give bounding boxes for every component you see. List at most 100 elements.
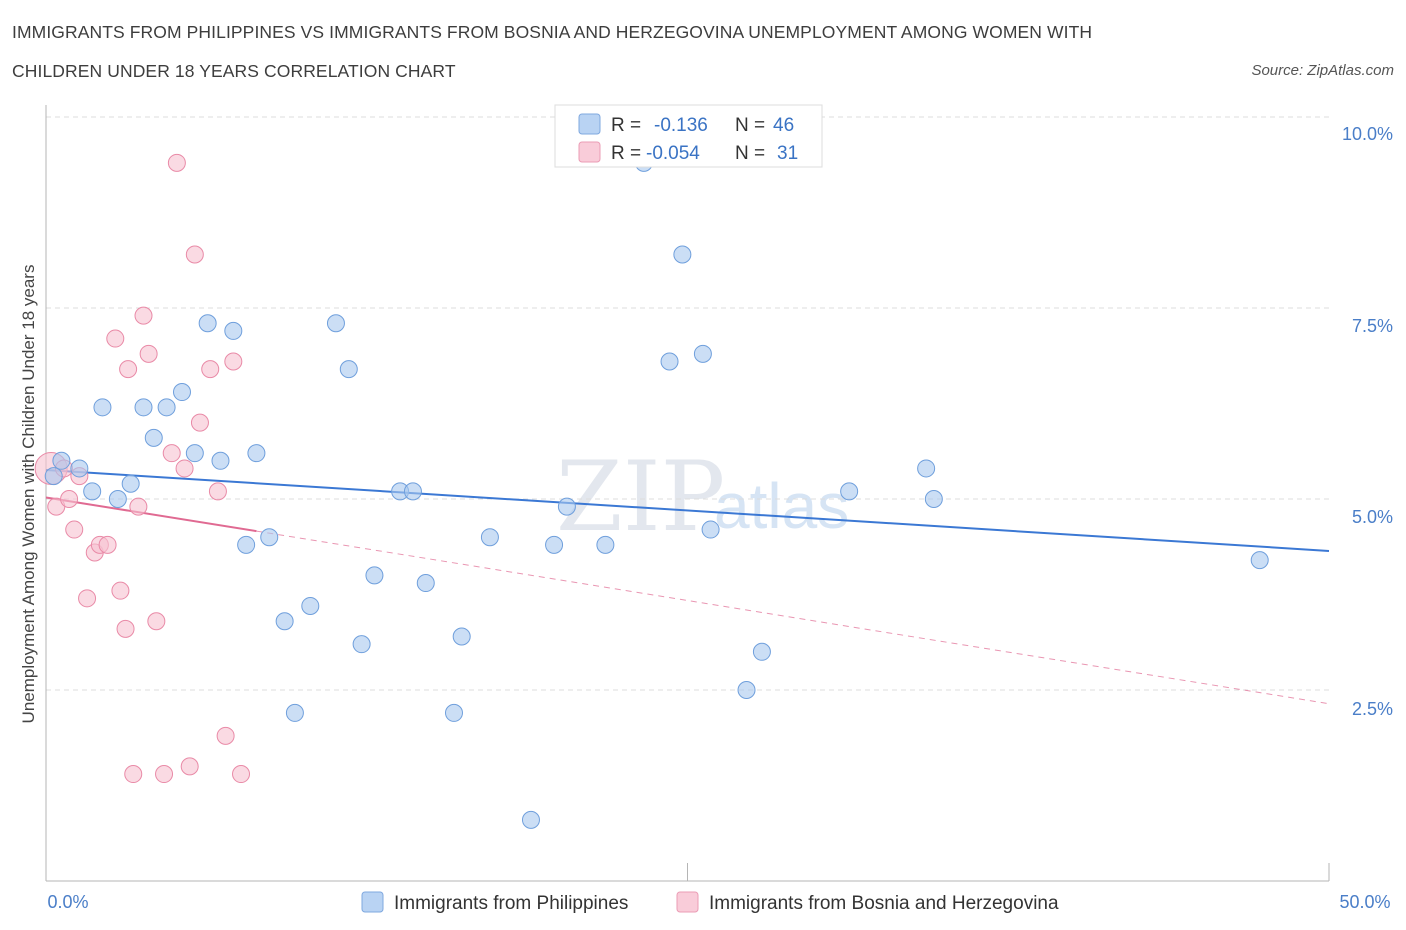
point-philippines	[840, 482, 859, 501]
point-philippines	[403, 482, 422, 501]
point-bosnia	[216, 726, 235, 745]
point-philippines	[185, 444, 204, 463]
point-bosnia	[167, 153, 186, 172]
point-philippines	[172, 383, 191, 402]
point-philippines	[737, 681, 756, 699]
y-tick-label-10-0: 10.0%	[1342, 124, 1393, 144]
point-philippines	[121, 474, 140, 493]
point-philippines	[557, 497, 576, 516]
point-philippines	[693, 344, 712, 363]
stats-legend-n-bosnia: 31	[777, 143, 798, 164]
point-philippines	[673, 245, 692, 264]
point-bosnia	[65, 520, 84, 539]
chart-title-line2: CHILDREN UNDER 18 YEARS CORRELATION CHAR…	[12, 61, 456, 81]
point-bosnia	[60, 490, 79, 508]
point-philippines	[237, 535, 256, 554]
x-tick-label-min: 0.0%	[47, 892, 88, 912]
point-bosnia	[232, 765, 251, 784]
y-axis-title: Unemployment Among Women with Children U…	[19, 265, 38, 724]
point-philippines	[301, 596, 320, 615]
point-philippines	[452, 627, 471, 646]
watermark-zip: ZIP	[556, 441, 725, 553]
point-bosnia	[116, 619, 135, 638]
point-philippines	[134, 398, 153, 417]
point-bosnia	[106, 329, 125, 348]
point-philippines	[660, 352, 679, 371]
y-tick-label-2-5: 2.5%	[1352, 699, 1393, 719]
gridlines	[46, 116, 1329, 691]
point-philippines	[545, 535, 564, 554]
point-bosnia	[208, 482, 227, 501]
legend-swatch-philippines	[361, 891, 384, 913]
point-philippines	[224, 321, 243, 340]
stats-legend-n-philippines: 46	[773, 115, 794, 136]
trend-line-philippines	[45, 468, 1330, 552]
point-philippines	[352, 635, 371, 654]
stats-legend-n-label: N =	[735, 115, 765, 136]
point-bosnia	[119, 360, 138, 379]
point-bosnia	[147, 612, 166, 631]
point-philippines	[416, 574, 435, 593]
point-philippines	[70, 459, 89, 478]
point-philippines	[444, 703, 463, 722]
stats-legend-r-bosnia: -0.054	[646, 143, 700, 164]
point-philippines	[924, 490, 943, 508]
stats-legend-r-philippines: -0.136	[654, 115, 708, 136]
point-philippines	[247, 444, 266, 463]
legend-label-philippines: Immigrants from Philippines	[394, 893, 628, 914]
point-philippines	[108, 490, 127, 508]
point-philippines	[521, 810, 540, 829]
series-philippines-points	[44, 153, 1269, 829]
point-philippines	[339, 360, 358, 379]
y-tick-label-5-0: 5.0%	[1352, 507, 1393, 527]
point-philippines	[480, 528, 499, 547]
point-philippines	[1250, 551, 1269, 570]
legend-swatch-bosnia	[676, 891, 699, 913]
point-bosnia	[162, 444, 181, 463]
point-philippines	[211, 451, 230, 470]
point-philippines	[83, 482, 102, 501]
point-philippines	[93, 398, 112, 417]
point-bosnia	[111, 581, 130, 600]
stats-legend: R = -0.136 N = 46 R = -0.054 N = 31	[554, 104, 823, 168]
point-bosnia	[185, 245, 204, 264]
point-philippines	[144, 428, 163, 447]
stats-legend-n-label: N =	[735, 143, 765, 164]
point-philippines	[52, 451, 71, 470]
point-philippines	[752, 642, 771, 661]
point-philippines	[917, 459, 936, 478]
point-bosnia	[124, 765, 143, 784]
point-bosnia	[139, 344, 158, 363]
stats-legend-swatch-philippines	[578, 113, 601, 135]
point-bosnia	[134, 306, 153, 325]
point-bosnia	[129, 497, 148, 516]
point-philippines	[275, 612, 294, 631]
point-bosnia	[175, 459, 194, 478]
point-bosnia	[155, 765, 174, 784]
point-philippines	[326, 314, 345, 333]
point-philippines	[260, 528, 279, 547]
point-bosnia	[78, 589, 97, 608]
stats-legend-r-label: R =	[611, 115, 641, 136]
point-bosnia	[190, 413, 209, 432]
axes	[45, 105, 1330, 882]
series-legend: Immigrants from Philippines Immigrants f…	[361, 891, 1059, 914]
point-philippines	[198, 314, 217, 333]
point-philippines	[44, 467, 63, 486]
point-philippines	[285, 703, 304, 722]
legend-label-bosnia: Immigrants from Bosnia and Herzegovina	[709, 893, 1059, 914]
x-tick-label-max: 50.0%	[1339, 892, 1390, 912]
chart-title-line1: IMMIGRANTS FROM PHILIPPINES VS IMMIGRANT…	[12, 22, 1093, 42]
trend-lines	[45, 468, 1330, 705]
trend-line-bosnia-extension	[256, 530, 1330, 705]
stats-legend-swatch-bosnia	[578, 141, 601, 163]
point-philippines	[596, 535, 615, 554]
y-tick-label-7-5: 7.5%	[1352, 316, 1393, 336]
watermark-atlas: atlas	[714, 470, 849, 542]
source-label: Source: ZipAtlas.com	[1251, 62, 1394, 79]
point-philippines	[157, 398, 176, 417]
stats-legend-r-label: R =	[611, 143, 641, 164]
trend-line-bosnia	[45, 496, 257, 533]
point-bosnia	[180, 757, 199, 776]
